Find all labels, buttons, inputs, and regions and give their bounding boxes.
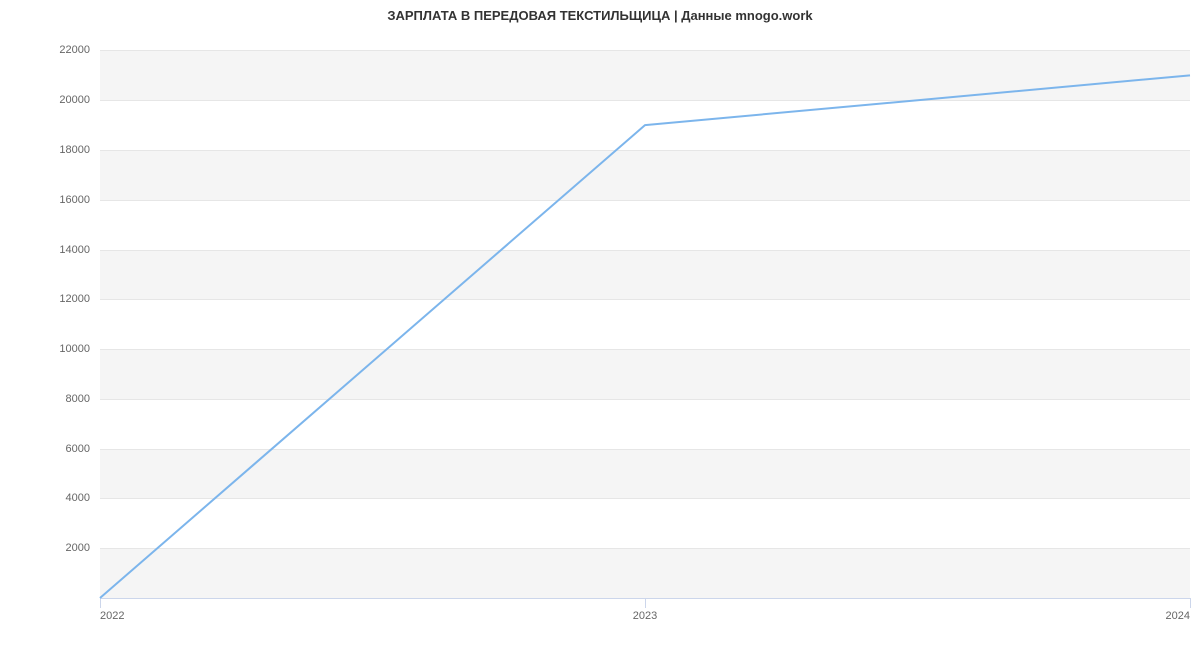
y-tick-label: 18000 <box>0 144 90 156</box>
x-tick-label: 2022 <box>100 610 124 622</box>
plot-area <box>100 38 1190 598</box>
y-tick-label: 20000 <box>0 94 90 106</box>
y-tick-label: 16000 <box>0 194 90 206</box>
line-series <box>100 38 1190 598</box>
y-tick-label: 2000 <box>0 542 90 554</box>
y-tick-label: 8000 <box>0 393 90 405</box>
x-tick-label: 2024 <box>1166 610 1190 622</box>
y-tick-label: 6000 <box>0 443 90 455</box>
chart-title: ЗАРПЛАТА В ПЕРЕДОВАЯ ТЕКСТИЛЬЩИЦА | Данн… <box>0 8 1200 23</box>
y-tick-label: 14000 <box>0 244 90 256</box>
x-tick <box>1190 598 1191 608</box>
y-tick-label: 4000 <box>0 492 90 504</box>
x-tick-label: 2023 <box>633 610 657 622</box>
y-tick-label: 12000 <box>0 293 90 305</box>
x-tick <box>100 598 101 608</box>
salary-line-chart: ЗАРПЛАТА В ПЕРЕДОВАЯ ТЕКСТИЛЬЩИЦА | Данн… <box>0 0 1200 650</box>
series-line <box>100 75 1190 598</box>
y-tick-label: 10000 <box>0 343 90 355</box>
x-tick <box>645 598 646 608</box>
y-tick-label: 22000 <box>0 44 90 56</box>
